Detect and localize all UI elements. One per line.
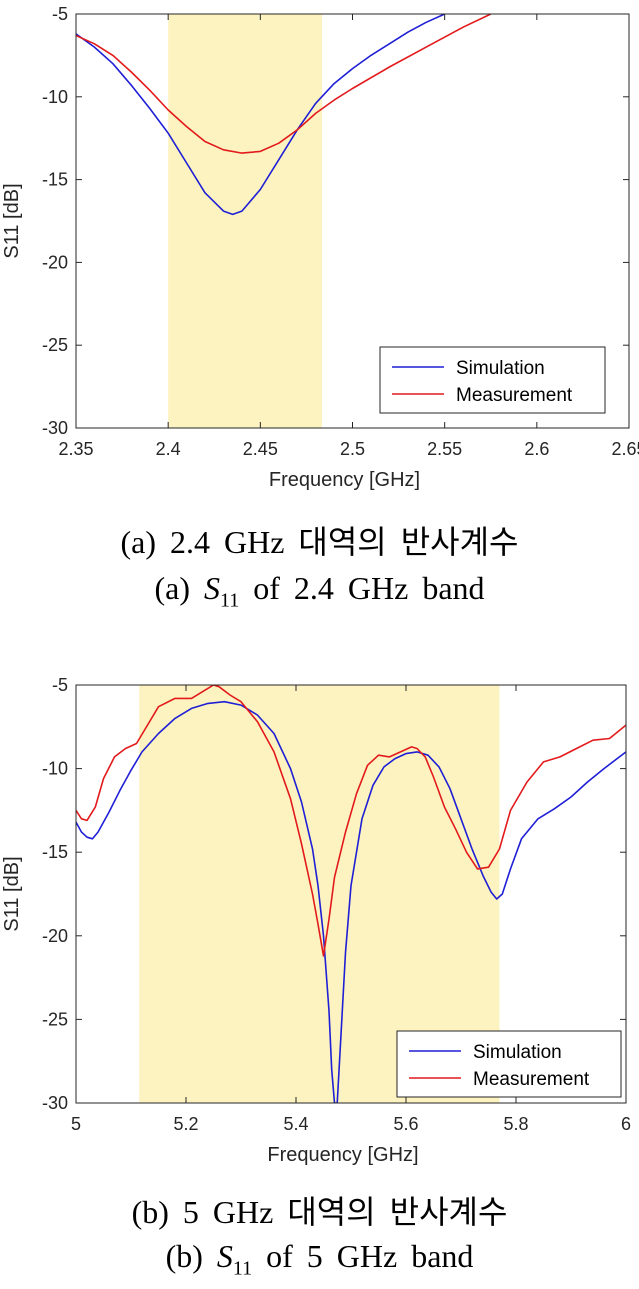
chart-a: 2.35 2.4 2.45 2.5 2.55 2.6 2.65 -5 -10 -15 -20 -25 -…: [1, 4, 639, 491]
x-tick-label: 5.6: [393, 1114, 418, 1134]
y-tick-label: -5: [52, 4, 68, 24]
x-tick-label: 2.5: [340, 439, 365, 459]
caption-a-subscript: 11: [219, 589, 240, 612]
caption-a-prefix: (a): [154, 570, 190, 606]
x-tick-label: 5: [71, 1114, 81, 1134]
y-tick-label: -10: [42, 87, 68, 107]
x-tick-label: 2.65: [611, 439, 639, 459]
y-tick-label: -25: [42, 1009, 68, 1029]
x-tick-label: 2.45: [243, 439, 278, 459]
x-tick-label: 6: [621, 1114, 631, 1134]
y-tick-label: -15: [42, 842, 68, 862]
legend: Simulation Measurement: [396, 1030, 622, 1098]
x-tick-label: 2.6: [524, 439, 549, 459]
caption-b-symbol: S: [216, 1238, 233, 1274]
y-tick-label: -20: [42, 252, 68, 272]
x-tick-label: 5.2: [173, 1114, 198, 1134]
y-axis-label: S11 [dB]: [1, 183, 23, 258]
legend: Simulation Measurement: [379, 346, 606, 414]
caption-b-subscript: 11: [232, 1257, 253, 1280]
caption-a-symbol: S: [203, 570, 220, 606]
chart-b: 5 5.2 5.4 5.6 5.8 6 -5 -10 -15 -20 -25 -30 Frequency…: [1, 675, 631, 1166]
x-tick-label: 5.4: [283, 1114, 308, 1134]
caption-b-prefix: (b): [165, 1238, 203, 1274]
plot-frame: [75, 684, 627, 1104]
legend-label-simulation: Simulation: [456, 358, 545, 379]
x-axis-label: Frequency [GHz]: [269, 469, 420, 491]
caption-a-english: (a) S11 of 2.4 GHz band: [0, 570, 639, 612]
caption-b-suffix: of 5 GHz band: [266, 1238, 474, 1274]
series-line-simulation: [76, 14, 446, 216]
y-tick-label: -15: [42, 170, 68, 190]
caption-a-suffix: of 2.4 GHz band: [253, 570, 485, 606]
x-tick-label: 2.55: [427, 439, 462, 459]
x-tick-label: 5.8: [503, 1114, 528, 1134]
x-axis-label: Frequency [GHz]: [267, 1144, 418, 1166]
y-tick-label: -30: [42, 418, 68, 438]
y-tick-label: -25: [42, 335, 68, 355]
legend-box: [396, 1030, 622, 1098]
series-line-measurement: [76, 685, 626, 957]
caption-b-korean-text: (b) 5 GHz 대역의 반사계수: [131, 1194, 508, 1230]
caption-b-english: (b) S11 of 5 GHz band: [0, 1238, 639, 1280]
caption-a-korean-text: (a) 2.4 GHz 대역의 반사계수: [120, 524, 519, 560]
caption-b-korean: (b) 5 GHz 대역의 반사계수: [0, 1187, 639, 1233]
y-tick-label: -30: [42, 1093, 68, 1113]
y-tick-label: -5: [52, 675, 68, 695]
y-tick-label: -10: [42, 759, 68, 779]
caption-a-korean: (a) 2.4 GHz 대역의 반사계수: [0, 517, 639, 563]
legend-box: [379, 346, 606, 414]
x-tick-label: 2.35: [58, 439, 93, 459]
legend-label-simulation: Simulation: [473, 1042, 562, 1063]
series-line-simulation: [76, 700, 626, 1103]
x-tick-label: 2.4: [156, 439, 181, 459]
highlight-band: [168, 14, 323, 428]
legend-label-measurement: Measurement: [456, 385, 573, 406]
legend-label-measurement: Measurement: [473, 1069, 590, 1090]
y-tick-label: -20: [42, 926, 68, 946]
y-axis-label: S11 [dB]: [1, 856, 23, 931]
series-line-measurement: [76, 14, 492, 154]
